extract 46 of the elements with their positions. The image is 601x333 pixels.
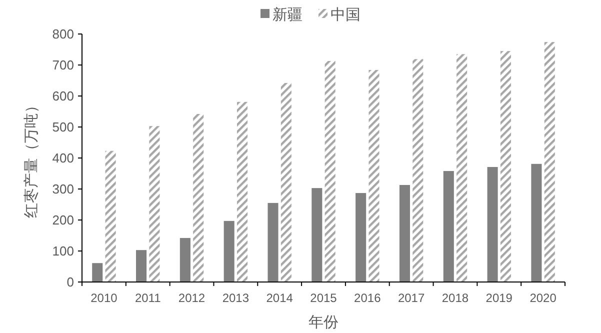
y-tick-label: 700 [52, 58, 74, 73]
legend-label: 新疆 [272, 6, 302, 24]
bar [280, 82, 292, 282]
bar [237, 102, 248, 282]
bar [456, 54, 468, 282]
bar [399, 184, 410, 282]
x-tick-label: 2014 [266, 291, 294, 305]
bar [136, 250, 147, 282]
y-tick-label: 100 [52, 244, 74, 259]
bar [356, 193, 366, 282]
x-axis-title: 年份 [308, 314, 338, 331]
bar [324, 60, 336, 282]
x-tick-label: 2020 [530, 291, 557, 305]
x-tick-label: 2010 [90, 291, 118, 305]
bar [487, 166, 498, 282]
bar [193, 114, 204, 282]
x-tick-label: 2018 [442, 291, 469, 305]
bar [531, 164, 542, 282]
legend-label: 中国 [330, 6, 360, 24]
bar [92, 263, 103, 282]
y-tick-label: 500 [52, 120, 74, 135]
bar [544, 42, 555, 282]
bar [368, 70, 380, 282]
x-tick-label: 2019 [486, 291, 513, 305]
y-tick-label: 200 [52, 212, 74, 228]
bar [105, 150, 116, 282]
bar [443, 171, 454, 282]
x-tick-label: 2012 [178, 291, 206, 305]
y-tick-label: 600 [52, 88, 74, 104]
x-tick-label: 2017 [398, 291, 425, 305]
x-tick-label: 2015 [310, 291, 338, 305]
bar [224, 220, 234, 282]
bar [268, 202, 278, 282]
bar [149, 126, 160, 282]
bar [412, 59, 424, 282]
bar [180, 238, 190, 282]
bar [500, 51, 511, 282]
y-tick-label: 300 [52, 182, 74, 197]
bar [312, 188, 322, 282]
x-tick-label: 2011 [134, 291, 162, 305]
x-tick-label: 2013 [222, 291, 250, 305]
y-tick-label: 800 [52, 26, 74, 42]
y-tick-label: 400 [52, 150, 74, 166]
y-axis-title: 红枣产量（万吨） [23, 98, 40, 218]
x-tick-label: 2016 [354, 291, 382, 305]
y-tick-label: 0 [66, 274, 74, 290]
